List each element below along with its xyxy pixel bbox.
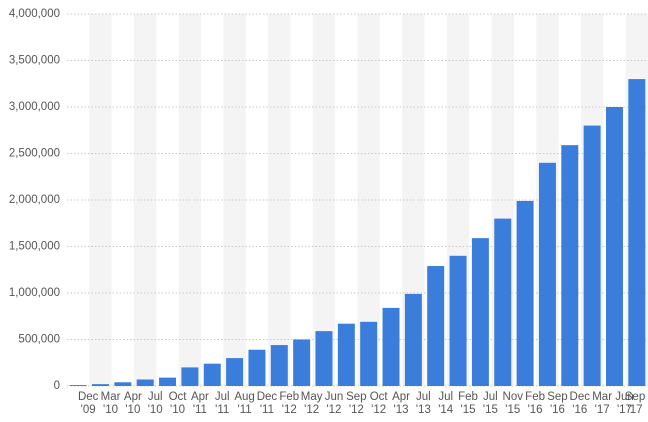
x-tick-label: May '12 [300, 391, 323, 416]
bar [315, 331, 333, 386]
x-tick-label: Jul '10 [147, 391, 163, 416]
bar [136, 379, 154, 386]
bar [92, 384, 110, 386]
x-tick-label: Oct '10 [168, 391, 187, 416]
x-tick-label: Sep '12 [346, 391, 367, 416]
x-tick-label: Nov '15 [502, 391, 523, 416]
x-tick-label: Jul '15 [482, 391, 498, 416]
x-tick-label: Mar '17 [592, 391, 613, 416]
bar [494, 218, 512, 386]
bar [159, 377, 177, 386]
bar [516, 200, 534, 386]
x-tick-label: Feb '16 [525, 391, 545, 416]
x-tick-label: Oct '12 [369, 391, 388, 416]
x-tick-label: Jun '12 [324, 391, 344, 416]
x-tick-label: Dec '11 [256, 391, 278, 416]
y-tick-label: 500,000 [18, 334, 60, 346]
bar [449, 255, 467, 386]
x-tick-label: Apr '13 [392, 391, 410, 416]
bar [69, 385, 87, 386]
bar [181, 367, 199, 386]
bar [628, 79, 646, 386]
x-tick-label: Aug '11 [234, 391, 255, 416]
y-tick-label: 4,000,000 [9, 8, 60, 20]
bar [561, 145, 579, 386]
y-tick-label: 2,500,000 [9, 148, 60, 160]
bar [293, 339, 311, 386]
bar [538, 162, 556, 386]
x-tick-label: Dec '16 [569, 391, 590, 416]
bar [360, 321, 378, 386]
y-tick-label: 3,000,000 [9, 101, 60, 113]
bar [203, 363, 221, 386]
x-tick-label: Jul '11 [214, 391, 230, 416]
bar [337, 323, 355, 386]
y-tick-label: 1,500,000 [9, 241, 60, 253]
x-tick-label: Dec '09 [77, 391, 99, 416]
x-tick-label: Apr '10 [123, 391, 142, 416]
x-tick-label: Feb '15 [458, 391, 478, 416]
bar [382, 307, 400, 386]
y-tick-label: 1,000,000 [9, 287, 60, 299]
x-tick-label: Jul '13 [415, 391, 431, 416]
x-tick-label: Jun '17 [615, 391, 634, 416]
y-tick-label: 3,500,000 [9, 55, 60, 67]
bar [226, 358, 244, 386]
x-tick-label: Jul '14 [438, 391, 454, 416]
x-tick-label: Feb '12 [279, 391, 300, 416]
bar [114, 382, 132, 386]
bar [583, 125, 601, 386]
bar [248, 349, 266, 386]
x-tick-label: Sep '17 [624, 391, 646, 416]
x-tick-label: Apr '11 [190, 391, 209, 416]
bar [471, 238, 489, 386]
y-tick-label: 0 [54, 380, 60, 392]
y-tick-label: 2,000,000 [9, 194, 60, 206]
bar [427, 266, 445, 386]
bar [605, 107, 623, 386]
x-tick-label: Mar '10 [100, 391, 121, 416]
bar [404, 293, 422, 386]
x-tick-label: Sep '16 [547, 391, 568, 416]
bar [270, 345, 288, 386]
